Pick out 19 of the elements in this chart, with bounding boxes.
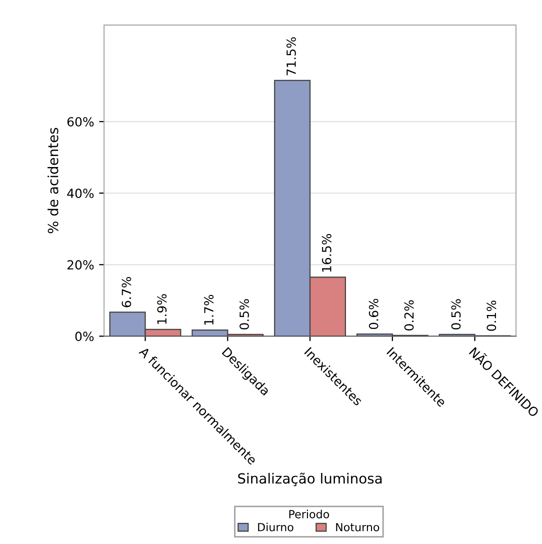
data-label: 0.5% [240,299,249,330]
data-label: 0.6% [368,298,378,330]
legend-label: Diurno [258,522,294,532]
data-label: 0.1% [486,300,496,331]
data-label: 1.7% [204,294,214,325]
y-tick-label: 0% [75,332,94,342]
y-axis-title: % de acidentes [48,128,58,234]
y-tick-label: 40% [67,188,94,198]
legend-title: Periodo [289,510,330,518]
data-label: 16.5% [322,234,332,272]
data-label: 71.5% [286,37,296,76]
data-label: 1.9% [157,294,167,324]
x-axis-title: Sinalização luminosa [238,472,382,486]
data-label: 0.2% [404,300,414,330]
legend-label: Noturno [336,523,380,532]
data-label: 0.5% [451,299,461,330]
data-label: 6.7% [122,276,132,308]
y-tick-label: 20% [67,260,94,270]
y-tick-label: 60% [67,117,94,127]
